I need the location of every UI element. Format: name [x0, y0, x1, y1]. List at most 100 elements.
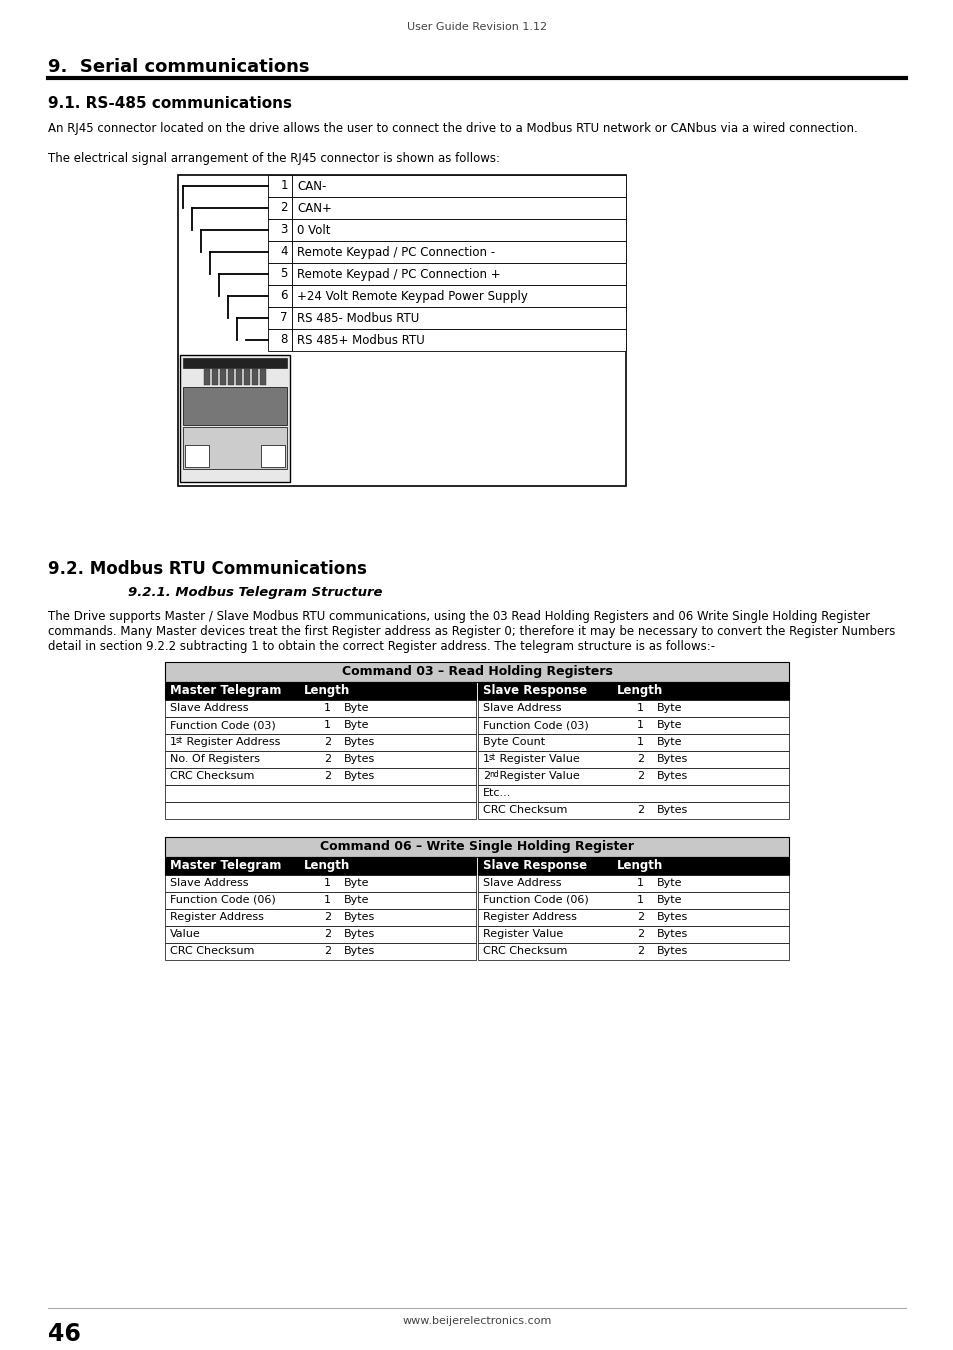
Bar	[183, 427, 287, 468]
Text: 8: 8	[280, 333, 288, 346]
Text: 4: 4	[280, 244, 288, 258]
Text: Byte: Byte	[657, 720, 681, 730]
Bar	[292, 242, 625, 263]
Text: Length: Length	[617, 684, 663, 697]
Text: Length: Length	[304, 684, 351, 697]
Text: 2: 2	[324, 737, 331, 747]
Bar	[477, 701, 788, 717]
Text: Bytes: Bytes	[344, 755, 375, 764]
Bar	[178, 176, 625, 486]
Text: Bytes: Bytes	[344, 929, 375, 940]
Bar	[165, 802, 476, 819]
Text: The electrical signal arrangement of the RJ45 connector is shown as follows:: The electrical signal arrangement of the…	[48, 153, 499, 165]
Text: 1: 1	[324, 895, 331, 905]
Text: nd: nd	[489, 769, 498, 779]
Bar	[220, 369, 226, 385]
Text: Command 06 – Write Single Holding Register: Command 06 – Write Single Holding Regist…	[319, 840, 634, 853]
Bar	[477, 857, 788, 875]
Bar	[183, 358, 287, 369]
Text: 9.2.1. Modbus Telegram Structure: 9.2.1. Modbus Telegram Structure	[128, 586, 382, 599]
Text: Remote Keypad / PC Connection -: Remote Keypad / PC Connection -	[296, 246, 495, 259]
Text: Byte: Byte	[657, 703, 681, 713]
Text: +24 Volt Remote Keypad Power Supply: +24 Volt Remote Keypad Power Supply	[296, 290, 527, 302]
Bar	[165, 926, 476, 944]
Text: An RJ45 connector located on the drive allows the user to connect the drive to a: An RJ45 connector located on the drive a…	[48, 122, 857, 135]
Text: User Guide Revision 1.12: User Guide Revision 1.12	[407, 22, 546, 32]
Text: 2: 2	[280, 201, 288, 215]
Text: Value: Value	[170, 929, 200, 940]
Text: 1: 1	[637, 737, 643, 747]
Text: CRC Checksum: CRC Checksum	[170, 946, 254, 956]
Bar	[185, 446, 209, 467]
Text: Slave Address: Slave Address	[170, 878, 248, 888]
Text: Register Value: Register Value	[496, 755, 579, 764]
Bar	[261, 446, 285, 467]
Text: commands. Many Master devices treat the first Register address as Register 0; th: commands. Many Master devices treat the …	[48, 625, 895, 639]
Text: 9.1. RS-485 communications: 9.1. RS-485 communications	[48, 96, 292, 111]
Bar	[165, 784, 476, 802]
Text: 7: 7	[280, 310, 288, 324]
Text: Bytes: Bytes	[344, 771, 375, 782]
Text: Bytes: Bytes	[657, 929, 687, 940]
Text: Function Code (06): Function Code (06)	[482, 895, 588, 905]
Bar	[165, 734, 476, 751]
Text: Function Code (03): Function Code (03)	[482, 720, 588, 730]
Text: Byte: Byte	[657, 895, 681, 905]
Bar	[477, 734, 788, 751]
Text: Byte Count: Byte Count	[482, 737, 544, 747]
Text: 9.  Serial communications: 9. Serial communications	[48, 58, 309, 76]
Bar	[165, 768, 476, 784]
Bar	[180, 355, 290, 482]
Text: Byte: Byte	[657, 878, 681, 888]
Text: Bytes: Bytes	[657, 805, 687, 815]
Bar	[477, 682, 788, 701]
Text: Bytes: Bytes	[657, 913, 687, 922]
Bar	[165, 662, 788, 682]
Bar	[477, 926, 788, 944]
Bar	[165, 751, 476, 768]
Bar	[165, 717, 476, 734]
Text: Bytes: Bytes	[344, 913, 375, 922]
Bar	[268, 329, 292, 351]
Bar	[165, 909, 476, 926]
Text: 1: 1	[324, 720, 331, 730]
Bar	[228, 369, 233, 385]
Bar	[477, 875, 788, 892]
Text: The Drive supports Master / Slave Modbus RTU communications, using the 03 Read H: The Drive supports Master / Slave Modbus…	[48, 610, 869, 622]
Text: Slave Address: Slave Address	[170, 703, 248, 713]
Bar	[292, 176, 625, 197]
Text: Slave Response: Slave Response	[482, 684, 586, 697]
Text: Register Address: Register Address	[482, 913, 577, 922]
Text: Length: Length	[617, 859, 663, 872]
Text: Byte: Byte	[344, 878, 369, 888]
Text: 1: 1	[637, 878, 643, 888]
Text: Byte: Byte	[344, 720, 369, 730]
Text: 2: 2	[637, 805, 643, 815]
Text: 2: 2	[482, 771, 490, 782]
Bar	[165, 944, 476, 960]
Text: Bytes: Bytes	[344, 737, 375, 747]
Bar	[244, 369, 250, 385]
Bar	[292, 329, 625, 351]
Bar	[477, 802, 788, 819]
Bar	[165, 682, 476, 701]
Bar	[477, 944, 788, 960]
Text: RS 485- Modbus RTU: RS 485- Modbus RTU	[296, 312, 418, 325]
Text: Master Telegram: Master Telegram	[170, 859, 281, 872]
Bar	[477, 909, 788, 926]
Text: 1: 1	[170, 737, 177, 747]
Text: 5: 5	[280, 267, 288, 279]
Text: CAN-: CAN-	[296, 180, 326, 193]
Text: Byte: Byte	[344, 703, 369, 713]
Text: 1: 1	[637, 703, 643, 713]
Text: Bytes: Bytes	[657, 755, 687, 764]
Text: Bytes: Bytes	[657, 946, 687, 956]
Text: Bytes: Bytes	[344, 946, 375, 956]
Bar	[183, 387, 287, 425]
Bar	[292, 285, 625, 306]
Text: RS 485+ Modbus RTU: RS 485+ Modbus RTU	[296, 333, 424, 347]
Bar	[268, 242, 292, 263]
Text: Register Value: Register Value	[482, 929, 562, 940]
Bar	[204, 369, 210, 385]
Text: Slave Response: Slave Response	[482, 859, 586, 872]
